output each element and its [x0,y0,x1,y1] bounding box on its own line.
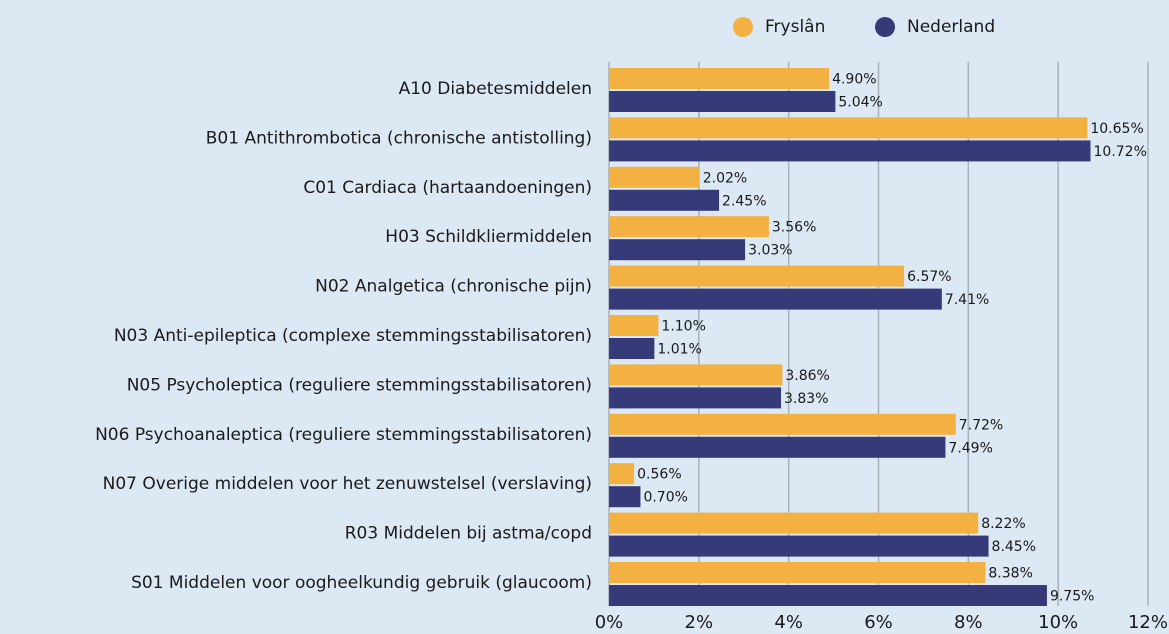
bar [609,91,836,112]
value-label: 10.72% [1094,144,1147,160]
value-label: 2.45% [722,193,766,209]
value-label: 2.02% [703,170,747,186]
bar [609,315,659,336]
value-label: 3.83% [784,391,828,407]
bar [609,486,641,508]
bar [609,117,1088,139]
value-label: 1.01% [657,342,701,358]
value-label: 3.86% [785,368,829,384]
value-label: 10.65% [1090,121,1143,137]
value-label: 7.72% [959,417,1003,433]
category-label: N05 Psycholeptica (reguliere stemmingsst… [127,375,592,395]
bar [609,166,700,188]
category-label: C01 Cardiaca (hartaandoeningen) [303,178,592,198]
value-label: 1.10% [661,319,705,335]
bar [609,189,720,211]
value-label: 8.22% [981,516,1025,532]
bar [609,436,946,458]
x-tick-label: 0% [595,612,624,633]
bar [609,239,746,261]
legend-marker [733,17,753,37]
bar [609,68,830,89]
legend-marker [875,17,895,37]
category-label: S01 Middelen voor oogheelkundig gebruik … [131,573,592,593]
value-label: 9.75% [1050,589,1094,605]
category-label: N03 Anti-epileptica (complexe stemmingss… [114,326,592,346]
legend-label: Nederland [907,17,995,37]
bar [609,364,783,386]
bar [609,413,956,435]
value-label: 6.57% [907,269,951,285]
x-tick-label: 12% [1128,612,1168,633]
value-label: 3.03% [748,243,792,259]
x-tick-label: 10% [1038,612,1078,633]
value-label: 8.45% [992,539,1036,555]
bar [609,265,905,287]
bar [609,535,989,557]
bar [609,387,782,409]
value-label: 5.04% [838,95,882,111]
x-tick-label: 8% [954,612,983,633]
value-label: 3.56% [772,220,816,236]
bar [609,140,1091,162]
category-label: B01 Antithrombotica (chronische antistol… [206,128,592,148]
category-label: N02 Analgetica (chronische pijn) [315,277,592,297]
bar [609,562,986,583]
bar [609,216,769,238]
value-label: 0.56% [637,467,681,483]
category-label: H03 Schildkliermiddelen [385,227,592,247]
category-label: R03 Middelen bij astma/copd [345,524,592,544]
x-tick-label: 4% [774,612,803,633]
value-label: 7.41% [945,292,989,308]
x-tick-label: 2% [685,612,714,633]
bar [609,288,942,310]
x-tick-label: 6% [864,612,893,633]
legend-label: Fryslân [765,17,825,37]
category-label: N07 Overige middelen voor het zenuwstels… [103,474,592,494]
category-label: A10 Diabetesmiddelen [399,79,592,99]
bar [609,463,635,485]
value-label: 4.90% [832,72,876,88]
bar [609,338,655,359]
value-label: 7.49% [948,440,992,456]
bar [609,512,979,534]
value-label: 0.70% [643,490,687,506]
bar [609,585,1047,606]
value-label: 8.38% [988,566,1032,582]
category-label: N06 Psychoanaleptica (reguliere stemming… [95,425,592,445]
